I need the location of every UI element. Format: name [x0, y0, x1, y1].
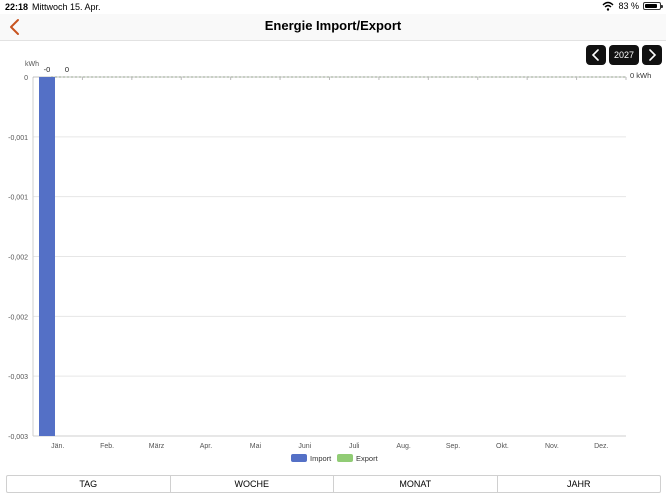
- legend-label: Export: [356, 454, 379, 463]
- period-tabs: TAG WOCHE MONAT JAHR: [6, 475, 661, 493]
- x-tick-label: Mai: [250, 443, 262, 450]
- y-tick-label: -0,003: [8, 374, 28, 381]
- export-value-label: 0: [65, 65, 69, 74]
- battery-percent: 83 %: [618, 1, 639, 11]
- bar-top-labels: -0 0: [44, 65, 69, 74]
- right-axis-label: 0 kWh: [630, 71, 651, 80]
- tab-year[interactable]: JAHR: [566, 479, 591, 489]
- chart-bars: [39, 77, 55, 436]
- y-axis-ticks: 0 -0,001 -0,001 -0,002 -0,002 -0,003 -0,003: [8, 75, 28, 441]
- back-chevron-icon[interactable]: [6, 17, 24, 37]
- x-tick-label: Sep.: [446, 443, 460, 450]
- x-tick-label: Juni: [298, 443, 311, 450]
- y-tick-label: 0: [24, 75, 28, 82]
- x-axis-ticks: Jän. Feb. März Apr. Mai Juni Juli Aug. Sep. Okt. N…: [51, 443, 608, 450]
- status-right: 83 %: [602, 1, 663, 11]
- status-date: Mittwoch 15. Apr.: [32, 2, 101, 12]
- x-tick-label: Aug.: [396, 443, 410, 450]
- x-tick-label: Nov.: [545, 443, 559, 450]
- nav-bar: Energie Import/Export: [0, 14, 666, 41]
- prev-year-button[interactable]: [586, 45, 606, 65]
- import-value-label: -0: [44, 65, 51, 74]
- legend-swatch: [337, 454, 353, 462]
- tab-month[interactable]: MONAT: [334, 476, 498, 492]
- x-tick-label: Jän.: [51, 443, 64, 450]
- x-tick-label: Juli: [349, 443, 360, 450]
- y-axis-unit: kWh: [25, 61, 39, 68]
- y-tick-label: -0,001: [8, 195, 28, 202]
- tab-week[interactable]: WOCHE: [171, 476, 334, 492]
- next-year-button[interactable]: [642, 45, 662, 65]
- legend-label: Import: [310, 454, 332, 463]
- page-title: Energie Import/Export: [264, 18, 402, 33]
- chevron-right-icon: [649, 49, 657, 61]
- y-tick-label: -0,001: [8, 135, 28, 142]
- x-tick-label: Apr.: [200, 443, 213, 450]
- legend-swatch: [291, 454, 307, 462]
- y-tick-label: -0,002: [8, 314, 28, 321]
- battery-icon: [643, 2, 663, 10]
- year-navigation: 2027: [586, 45, 662, 65]
- tab-day[interactable]: TAG: [7, 476, 171, 492]
- x-tick-label: Okt.: [496, 443, 509, 450]
- y-tick-label: -0,002: [8, 255, 28, 262]
- chevron-left-icon: [591, 49, 599, 61]
- y-tick-label: -0,003: [8, 434, 28, 441]
- x-tick-label: Feb.: [100, 443, 114, 450]
- import-bar: [39, 77, 55, 436]
- chart-grid: [32, 76, 627, 437]
- year-display[interactable]: 2027: [609, 45, 639, 65]
- x-tick-label: Dez.: [594, 443, 608, 450]
- chart-legend: Import Export: [291, 454, 379, 463]
- status-time: 22:18: [5, 2, 29, 12]
- energy-chart: kWh 0 kWh 0 -0,001 -0,001 -0,002 -0,002 -0,00…: [8, 61, 651, 463]
- wifi-icon: [602, 1, 614, 11]
- status-bar: 22:18 Mittwoch 15. Apr. 83 %: [0, 0, 666, 14]
- x-tick-label: März: [149, 443, 165, 450]
